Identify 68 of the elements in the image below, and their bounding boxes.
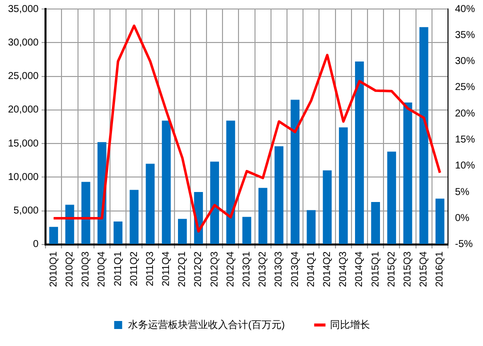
bar	[49, 226, 58, 244]
x-tick-label: 2013Q4	[290, 250, 301, 288]
y2-tick-label: 20%	[454, 108, 476, 120]
x-tick-label: 2010Q1	[48, 250, 60, 288]
bar	[355, 61, 364, 244]
bar	[114, 222, 122, 244]
y-tick-label: 25,000	[8, 71, 40, 82]
y2-tick-label: 25%	[454, 82, 476, 94]
y-tick-label: 5,000	[14, 206, 40, 217]
bar	[146, 164, 155, 244]
x-tick-label: 2014Q4	[354, 250, 366, 288]
bar	[65, 204, 74, 244]
y2-tick-label: 0%	[454, 213, 470, 224]
bar	[258, 188, 268, 244]
x-tick-label: 2012Q4	[225, 250, 236, 288]
bar	[338, 127, 348, 244]
bar	[162, 120, 171, 244]
bar	[290, 100, 300, 244]
y-tick-label: 20,000	[8, 104, 40, 116]
bar	[322, 170, 332, 244]
bar	[242, 216, 252, 244]
legend-label: 同比增长	[330, 318, 370, 331]
bar	[226, 120, 236, 244]
x-tick-label: 2011Q4	[161, 250, 172, 286]
x-tick-label: 2010Q2	[64, 250, 76, 288]
y2-tick-label: -5%	[454, 239, 473, 250]
x-tick-label: 2012Q1	[177, 250, 188, 288]
y-tick-label: 0	[33, 239, 40, 250]
y-tick-label: 10,000	[8, 172, 40, 183]
x-tick-label: 2015Q1	[370, 250, 382, 288]
x-tick-label: 2013Q1	[242, 250, 253, 288]
bar	[436, 198, 444, 244]
y2-tick-label: 10%	[454, 160, 476, 172]
bar	[210, 162, 220, 244]
x-tick-label: 2012Q3	[209, 250, 220, 288]
y2-tick-label: 30%	[454, 56, 476, 68]
x-tick-label: 2012Q2	[193, 250, 204, 288]
x-tick-label: 2014Q2	[322, 250, 334, 288]
x-tick-label: 2015Q4	[418, 250, 430, 288]
x-tick-label: 2013Q3	[274, 250, 285, 288]
bar	[81, 182, 90, 244]
y2-tick-label: 40%	[454, 4, 476, 15]
bar	[306, 210, 316, 244]
bar	[178, 218, 187, 244]
y2-tick-label: 35%	[454, 30, 476, 41]
y2-tick-label: 15%	[454, 134, 476, 146]
bar	[130, 190, 139, 244]
y2-tick-label: 5%	[454, 186, 470, 198]
bar	[274, 146, 284, 244]
x-tick-label: 2011Q3	[144, 250, 156, 286]
y-tick-label: 35,000	[8, 4, 40, 15]
x-tick-label: 2010Q4	[96, 250, 108, 288]
bar	[371, 202, 380, 244]
x-tick-label: 2015Q2	[386, 250, 398, 288]
bar	[419, 27, 428, 244]
bar	[403, 102, 412, 244]
legend-label: 水务运营板块营业收入合计(百万元)	[128, 318, 285, 331]
x-tick-label: 2011Q1	[112, 250, 124, 286]
x-tick-label: 2015Q3	[402, 250, 414, 288]
bar	[387, 152, 396, 244]
x-tick-label: 2016Q1	[434, 250, 446, 288]
x-tick-label: 2014Q1	[306, 250, 317, 288]
x-tick-label: 2010Q3	[80, 250, 92, 288]
x-tick-label: 2011Q2	[128, 250, 140, 286]
y-tick-label: 30,000	[8, 37, 40, 48]
x-tick-label: 2013Q2	[258, 250, 269, 288]
y-tick-label: 15,000	[8, 138, 40, 150]
x-tick-label: 2014Q3	[338, 250, 350, 288]
